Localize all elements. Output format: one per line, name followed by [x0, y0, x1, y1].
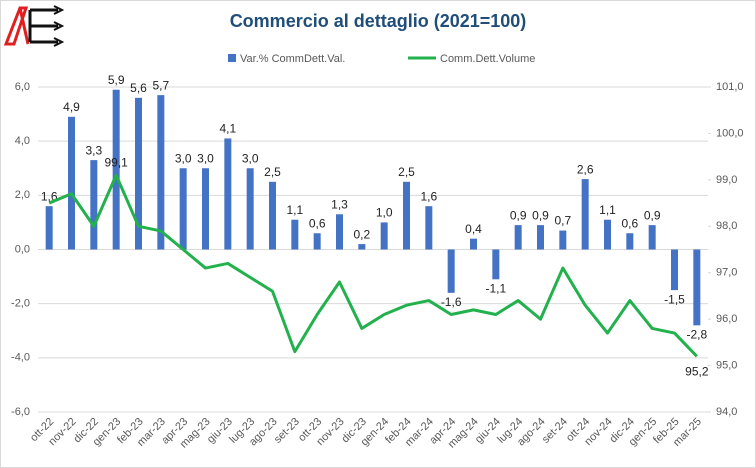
bar	[202, 168, 209, 250]
data-label: 0,6	[621, 216, 638, 230]
chart-title: Commercio al dettaglio (2021=100)	[230, 11, 527, 31]
y2-tick-label: 95,0	[716, 359, 737, 371]
bar	[470, 238, 477, 250]
data-label: -1,6	[441, 295, 462, 309]
bar	[537, 225, 544, 250]
data-label: 0,9	[644, 208, 661, 222]
data-label: 0,4	[465, 222, 482, 236]
line	[48, 173, 698, 358]
data-label: 3,3	[85, 143, 102, 157]
data-label: 0,7	[554, 214, 571, 228]
bar	[581, 179, 589, 250]
bar	[179, 168, 187, 250]
bar	[291, 219, 299, 250]
data-label: 0,9	[532, 208, 549, 222]
y-tick-label: 6,0	[15, 81, 30, 93]
bar	[671, 249, 678, 291]
data-label: 0,9	[510, 208, 527, 222]
bar	[648, 225, 656, 250]
y-tick-label: -6,0	[11, 406, 30, 418]
bar	[358, 244, 366, 250]
bar	[336, 214, 343, 250]
y-tick-label: -4,0	[11, 352, 30, 364]
y2-tick-label: 94,0	[716, 406, 737, 418]
data-label: 3,0	[242, 151, 259, 165]
bar	[514, 225, 522, 250]
bar	[403, 181, 410, 250]
y2-tick-label: 98,0	[716, 220, 737, 232]
data-label: -2,8	[686, 328, 707, 342]
bar	[112, 89, 120, 250]
data-label: 5,7	[152, 78, 169, 92]
bar	[693, 249, 701, 326]
data-label: 2,5	[264, 165, 281, 179]
data-label: 2,5	[398, 165, 415, 179]
bar	[246, 168, 254, 250]
data-label: 99,1	[104, 155, 128, 169]
bar	[380, 222, 388, 250]
data-label: 95,2	[685, 364, 709, 378]
data-label: -1,5	[664, 292, 685, 306]
data-label: 0,2	[353, 227, 370, 241]
y-tick-label: 2,0	[15, 189, 30, 201]
bar	[492, 249, 500, 280]
y2-tick-label: 99,0	[716, 174, 737, 186]
data-label: 1,0	[376, 206, 393, 220]
bar	[425, 206, 433, 250]
bar	[224, 138, 232, 250]
y2-tick-label: 97,0	[716, 267, 737, 279]
legend-label: Var.% CommDett.Val.	[240, 53, 345, 65]
y-tick-label: 4,0	[15, 135, 30, 147]
y2-tick-label: 96,0	[716, 313, 737, 325]
logo	[3, 5, 65, 47]
data-label: 3,0	[197, 151, 214, 165]
data-label: 3,0	[175, 151, 192, 165]
bar	[626, 233, 634, 250]
data-label: 1,3	[331, 197, 348, 211]
data-label: -1,1	[485, 281, 506, 295]
bar	[90, 160, 98, 250]
y-tick-label: 0,0	[15, 243, 30, 255]
bar	[135, 97, 142, 250]
bar	[604, 219, 611, 250]
bar	[157, 95, 165, 250]
data-label: 5,9	[108, 73, 125, 87]
y-tick-label: -2,0	[11, 298, 30, 310]
data-label: 2,6	[577, 162, 594, 176]
bar	[559, 230, 567, 250]
bar	[447, 249, 455, 293]
legend-label: Comm.Dett.Volume	[440, 53, 535, 65]
legend-swatch	[228, 54, 236, 62]
bar	[45, 206, 53, 250]
data-label: 1,1	[599, 203, 616, 217]
data-label: 1,6	[420, 189, 437, 203]
bar	[313, 233, 321, 250]
data-label: 5,6	[130, 81, 147, 95]
data-label: 1,1	[286, 203, 303, 217]
y2-tick-label: 101,0	[716, 81, 744, 93]
y2-tick-label: 100,0	[716, 127, 744, 139]
data-label: 0,6	[309, 216, 326, 230]
data-label: 4,9	[63, 100, 80, 114]
bar	[269, 181, 276, 250]
bar	[68, 116, 75, 250]
data-label: 4,1	[219, 122, 236, 136]
